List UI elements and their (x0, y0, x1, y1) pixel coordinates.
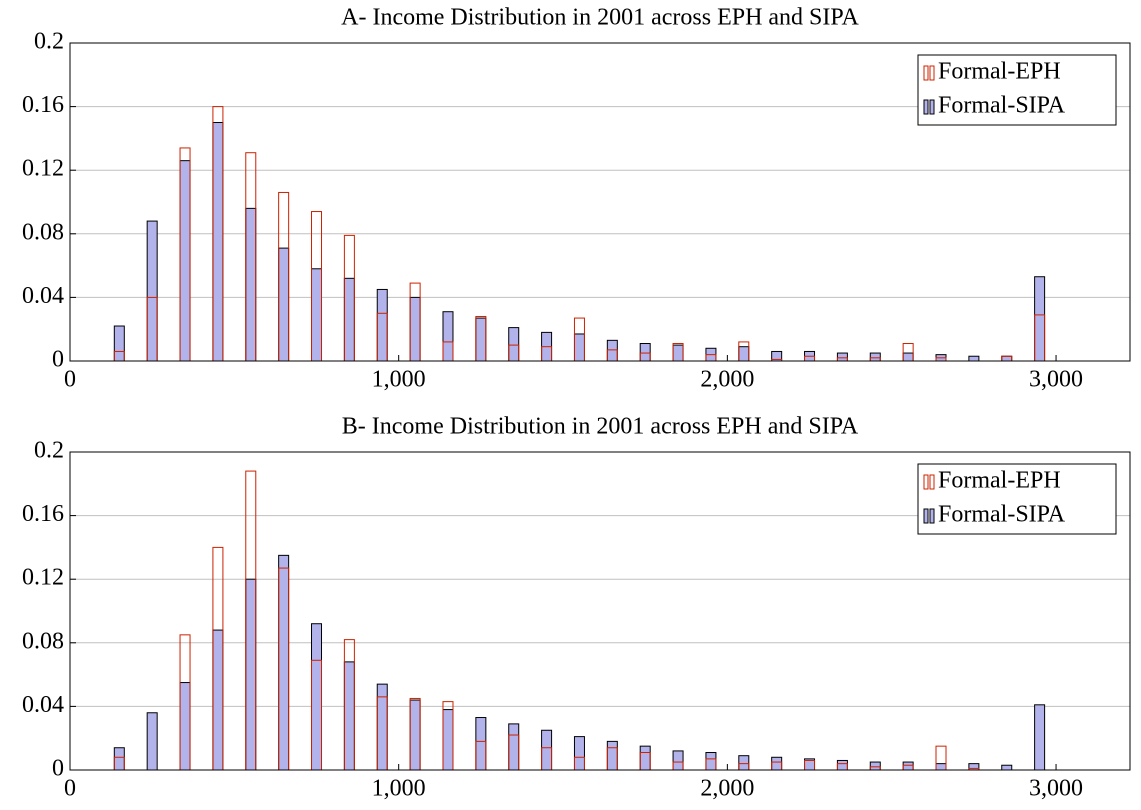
bar (343, 277, 355, 362)
y-tick-label: 0.12 (22, 156, 64, 182)
bar (738, 346, 750, 362)
bar (1001, 764, 1013, 771)
bar (606, 339, 618, 362)
y-tick-label: 0.08 (22, 628, 64, 654)
bar (179, 682, 191, 771)
bar (179, 160, 191, 362)
x-tick-label: 2,000 (700, 776, 754, 802)
bar (113, 747, 125, 771)
y-tick-label: 0 (52, 347, 64, 373)
bar (245, 578, 257, 771)
bar (968, 763, 980, 771)
bar (639, 745, 651, 771)
y-tick-label: 0.04 (22, 283, 64, 309)
bar (672, 750, 684, 771)
legend-swatch (923, 508, 929, 524)
bar (311, 268, 323, 362)
bar (376, 288, 388, 362)
bar (771, 756, 783, 771)
y-tick-label: 0.12 (22, 565, 64, 591)
legend-swatch (929, 508, 935, 524)
bar (475, 317, 487, 362)
x-tick-label: 0 (64, 367, 76, 393)
bar (573, 333, 585, 362)
y-tick-label: 0.04 (22, 692, 64, 718)
bar (113, 325, 125, 362)
legend-swatch (923, 65, 929, 81)
legend-label: Formal-EPH (938, 59, 1061, 85)
bar (968, 355, 980, 362)
bar (508, 723, 520, 771)
y-tick-label: 0.2 (34, 438, 64, 464)
y-tick-label: 0 (52, 756, 64, 782)
chart-title: B- Income Distribution in 2001 across EP… (342, 414, 859, 440)
bar (1034, 704, 1046, 771)
bar (409, 699, 421, 771)
bar (409, 296, 421, 362)
legend-label: Formal-SIPA (938, 502, 1066, 528)
bar (869, 761, 881, 771)
legend-label: Formal-EPH (938, 468, 1061, 494)
bar (442, 709, 454, 771)
legend-swatch (929, 99, 935, 115)
bar (902, 761, 914, 771)
chart-title: A- Income Distribution in 2001 across EP… (341, 5, 859, 31)
bar (541, 729, 553, 771)
bar (508, 327, 520, 362)
bar (442, 311, 454, 362)
y-tick-label: 0.16 (22, 501, 64, 527)
bar (278, 247, 290, 362)
bar (212, 629, 224, 771)
bar (146, 220, 158, 362)
y-tick-label: 0.08 (22, 219, 64, 245)
bar (639, 343, 651, 362)
bar (1034, 276, 1046, 362)
plot-frame (69, 451, 1131, 771)
bar (935, 763, 947, 771)
legend-label: Formal-SIPA (938, 93, 1066, 119)
x-tick-label: 0 (64, 776, 76, 802)
legend-swatch (923, 474, 929, 490)
plot-frame (69, 42, 1131, 362)
bar (212, 122, 224, 362)
x-tick-label: 2,000 (700, 367, 754, 393)
y-tick-label: 0.2 (34, 29, 64, 55)
bar (902, 352, 914, 362)
bar (672, 344, 684, 362)
legend-swatch (929, 65, 935, 81)
bar (738, 755, 750, 771)
x-tick-label: 1,000 (372, 367, 426, 393)
x-tick-label: 3,000 (1029, 367, 1083, 393)
bar (311, 623, 323, 771)
bar (705, 752, 717, 771)
bar (606, 740, 618, 771)
x-tick-label: 3,000 (1029, 776, 1083, 802)
legend-box (917, 54, 1117, 126)
bar (1001, 355, 1013, 362)
bar (343, 661, 355, 771)
bar (475, 717, 487, 771)
bar (278, 554, 290, 771)
legend-box (917, 463, 1117, 535)
bar (245, 207, 257, 362)
bar (869, 352, 881, 362)
bar (146, 712, 158, 771)
y-tick-label: 0.16 (22, 92, 64, 118)
bar (836, 352, 848, 362)
x-tick-label: 1,000 (372, 776, 426, 802)
legend-swatch (929, 474, 935, 490)
bar (836, 759, 848, 771)
bar (573, 736, 585, 771)
legend-swatch (923, 99, 929, 115)
